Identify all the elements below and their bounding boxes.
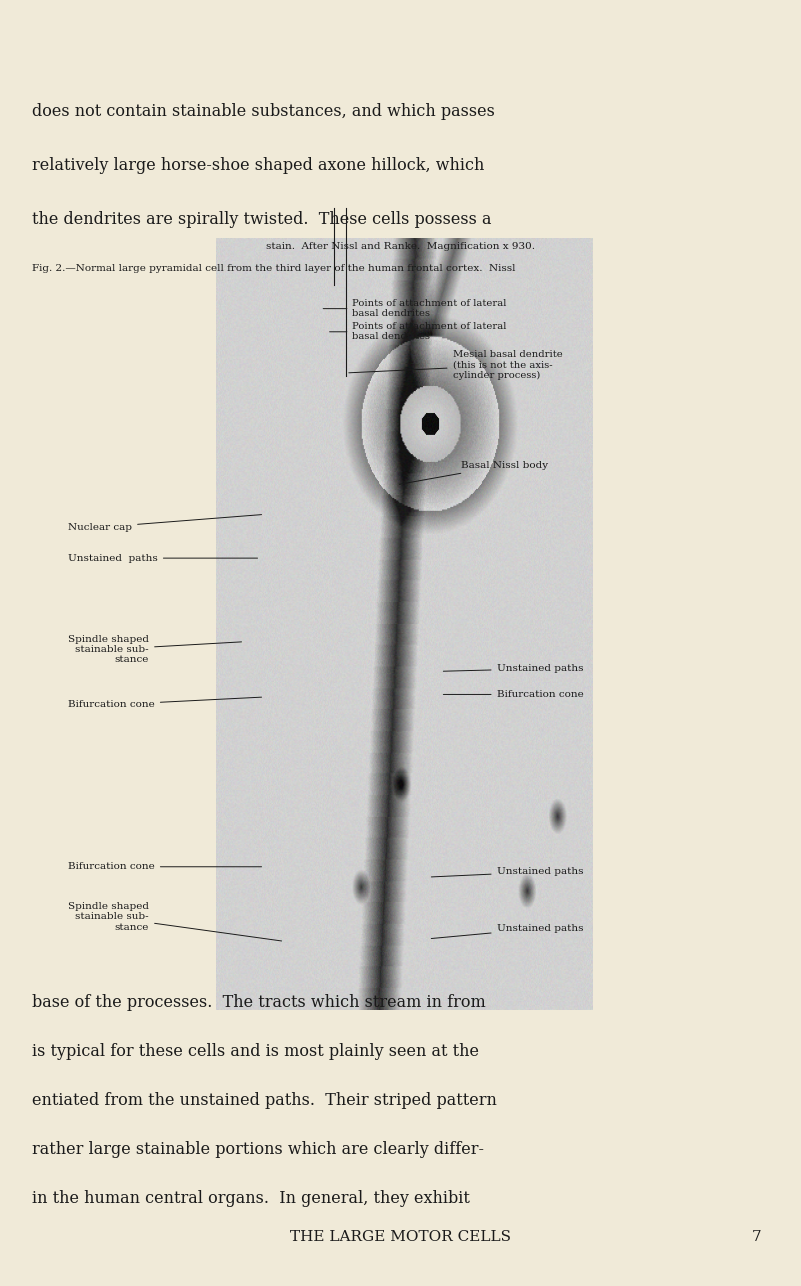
Text: 7: 7 — [751, 1231, 761, 1244]
Text: Points of attachment of lateral
basal dendrites: Points of attachment of lateral basal de… — [329, 322, 507, 342]
Text: Spindle shaped
stainable sub-
stance: Spindle shaped stainable sub- stance — [68, 901, 282, 941]
Text: Unstained paths: Unstained paths — [443, 665, 583, 673]
Text: Points of attachment of lateral
basal dendrites: Points of attachment of lateral basal de… — [323, 298, 507, 319]
Text: Unstained paths: Unstained paths — [431, 868, 583, 877]
Text: entiated from the unstained paths.  Their striped pattern: entiated from the unstained paths. Their… — [32, 1092, 497, 1109]
Text: the dendrites are spirally twisted.  These cells possess a: the dendrites are spirally twisted. Thes… — [32, 211, 492, 228]
Text: base of the processes.  The tracts which stream in from: base of the processes. The tracts which … — [32, 994, 485, 1011]
Text: is typical for these cells and is most plainly seen at the: is typical for these cells and is most p… — [32, 1043, 479, 1060]
Text: Bifurcation cone: Bifurcation cone — [443, 691, 583, 698]
Text: THE LARGE MOTOR CELLS: THE LARGE MOTOR CELLS — [290, 1231, 511, 1244]
Text: Fig. 2.—Normal large pyramidal cell from the third layer of the human frontal co: Fig. 2.—Normal large pyramidal cell from… — [32, 264, 516, 273]
Text: Bifurcation cone: Bifurcation cone — [68, 697, 262, 709]
Text: Basal Nissl body: Basal Nissl body — [399, 462, 548, 485]
Text: stain.  After Nissl and Ranke.  Magnification x 930.: stain. After Nissl and Ranke. Magnificat… — [266, 242, 535, 251]
Text: does not contain stainable substances, and which passes: does not contain stainable substances, a… — [32, 103, 495, 120]
Text: Unstained paths: Unstained paths — [431, 925, 583, 939]
Text: rather large stainable portions which are clearly differ-: rather large stainable portions which ar… — [32, 1141, 484, 1157]
Text: relatively large horse-shoe shaped axone hillock, which: relatively large horse-shoe shaped axone… — [32, 157, 485, 174]
Text: Nuclear cap: Nuclear cap — [68, 514, 262, 531]
Text: Bifurcation cone: Bifurcation cone — [68, 863, 262, 871]
Text: Spindle shaped
stainable sub-
stance: Spindle shaped stainable sub- stance — [68, 634, 242, 665]
Text: Mesial basal dendrite
(this is not the axis-
cylinder process): Mesial basal dendrite (this is not the a… — [348, 350, 562, 381]
Text: Unstained  paths: Unstained paths — [68, 554, 258, 562]
Text: in the human central organs.  In general, they exhibit: in the human central organs. In general,… — [32, 1190, 470, 1206]
